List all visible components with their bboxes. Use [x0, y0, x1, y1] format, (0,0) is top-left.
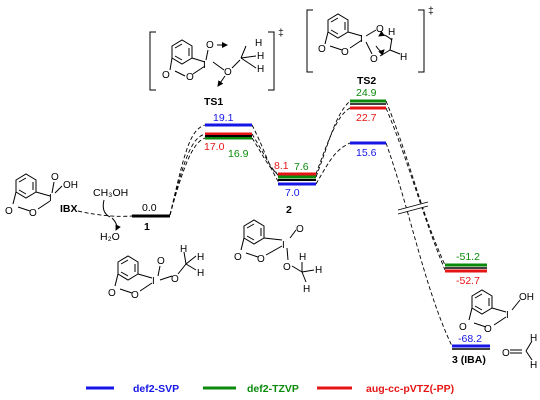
ibx-atoms: O O I O OH — [5, 172, 78, 219]
energy-ts2-svp: 15.6 — [356, 147, 377, 159]
svg-text:O: O — [186, 72, 194, 83]
svg-text:O: O — [171, 274, 179, 285]
formaldehyde-atoms: O H H — [502, 333, 537, 371]
int2-atoms: O O I O O H H H — [234, 224, 322, 295]
svg-text:I: I — [49, 193, 52, 204]
energy-prod-aug: -52.7 — [456, 275, 480, 287]
svg-text:O: O — [484, 324, 492, 335]
axis-break-mark — [397, 201, 429, 215]
ts2-label: TS2 — [357, 75, 376, 87]
energy-prod-tzvp: -51.2 — [456, 251, 480, 263]
ts2-dagger: ‡ — [428, 5, 434, 17]
energy-ts2-tzvp: 24.9 — [356, 87, 377, 99]
ts2-atoms: O O I O O H H — [318, 24, 407, 65]
svg-text:H: H — [388, 27, 395, 38]
svg-text:O: O — [157, 256, 165, 267]
ts1-structure — [149, 31, 275, 91]
energy-int2-aug: 8.1 — [274, 160, 289, 172]
svg-text:H: H — [303, 284, 310, 295]
svg-text:H: H — [255, 38, 262, 49]
methanol-label: CH₃OH — [93, 187, 128, 199]
svg-text:O: O — [283, 262, 291, 273]
svg-text:I: I — [203, 60, 206, 71]
energy-reactant: 0.0 — [142, 202, 157, 214]
svg-text:O: O — [376, 24, 384, 35]
svg-text:O: O — [296, 224, 304, 235]
svg-text:OH: OH — [519, 292, 534, 303]
svg-text:O: O — [29, 208, 37, 219]
svg-text:O: O — [5, 206, 13, 217]
svg-text:O: O — [234, 252, 242, 263]
svg-text:O: O — [459, 322, 467, 333]
svg-text:H: H — [315, 265, 322, 276]
energy-ts1-svp: 19.1 — [213, 112, 234, 124]
ts2-structure — [306, 9, 425, 73]
ibx-label: IBX — [60, 203, 78, 215]
svg-text:O: O — [341, 47, 349, 58]
svg-text:O: O — [370, 54, 378, 65]
ts1-atoms: O O I O O H H H — [162, 38, 264, 83]
energy-ts1-tzvp: 16.9 — [228, 148, 249, 160]
legend-label-svp: def2-SVP — [133, 383, 179, 395]
ts1-label: TS1 — [204, 96, 223, 108]
reactant-complex-structure — [114, 251, 197, 294]
svg-text:I: I — [282, 240, 285, 251]
svg-text:H: H — [197, 252, 204, 263]
ts1-dagger: ‡ — [278, 27, 284, 39]
reactant-complex-atoms: O O I O O H H H — [108, 244, 204, 301]
label-3-iba: 3 (IBA) — [452, 354, 486, 366]
svg-text:O: O — [162, 70, 170, 81]
formaldehyde-structure — [510, 340, 533, 361]
svg-text:O: O — [502, 348, 510, 359]
svg-text:O: O — [224, 67, 232, 78]
svg-text:H: H — [530, 360, 537, 371]
legend: def2-SVP def2-TZVP aug-cc-pVTZ(-PP) — [86, 383, 454, 395]
label-2: 2 — [286, 204, 292, 216]
energy-ts1-aug: 17.0 — [204, 141, 225, 153]
svg-text:O: O — [257, 254, 265, 265]
svg-text:H: H — [530, 333, 537, 344]
svg-text:H: H — [180, 244, 187, 255]
svg-text:O: O — [131, 290, 139, 301]
svg-text:O: O — [51, 172, 59, 183]
methanol-water-arrow — [102, 199, 121, 231]
energy-iba-svp: -68.2 — [458, 333, 482, 345]
energy-int2-svp: 7.0 — [285, 187, 300, 199]
svg-text:OH: OH — [63, 180, 78, 191]
int2-structure — [240, 219, 315, 283]
energy-ts2-aug: 22.7 — [356, 112, 377, 124]
legend-label-aug: aug-cc-pVTZ(-PP) — [366, 383, 454, 395]
energy-int2-tzvp: 7.6 — [294, 161, 309, 173]
svg-text:H: H — [400, 52, 407, 63]
water-label: H₂O — [100, 231, 120, 243]
svg-text:H: H — [299, 252, 306, 263]
svg-text:O: O — [318, 44, 326, 55]
svg-text:H: H — [257, 51, 264, 62]
svg-text:O: O — [206, 40, 214, 51]
svg-text:H: H — [257, 64, 264, 75]
iba-structure — [468, 289, 521, 328]
label-1: 1 — [144, 221, 150, 233]
svg-text:I: I — [360, 34, 363, 45]
iba-atoms: O O I OH — [459, 292, 534, 335]
svg-text:O: O — [108, 288, 116, 299]
ibx-structure — [12, 173, 63, 212]
dashed-connectors — [77, 100, 453, 347]
svg-text:H: H — [197, 268, 204, 279]
svg-text:I: I — [506, 310, 509, 321]
legend-label-tzvp: def2-TZVP — [247, 383, 299, 395]
svg-text:I: I — [152, 276, 155, 287]
